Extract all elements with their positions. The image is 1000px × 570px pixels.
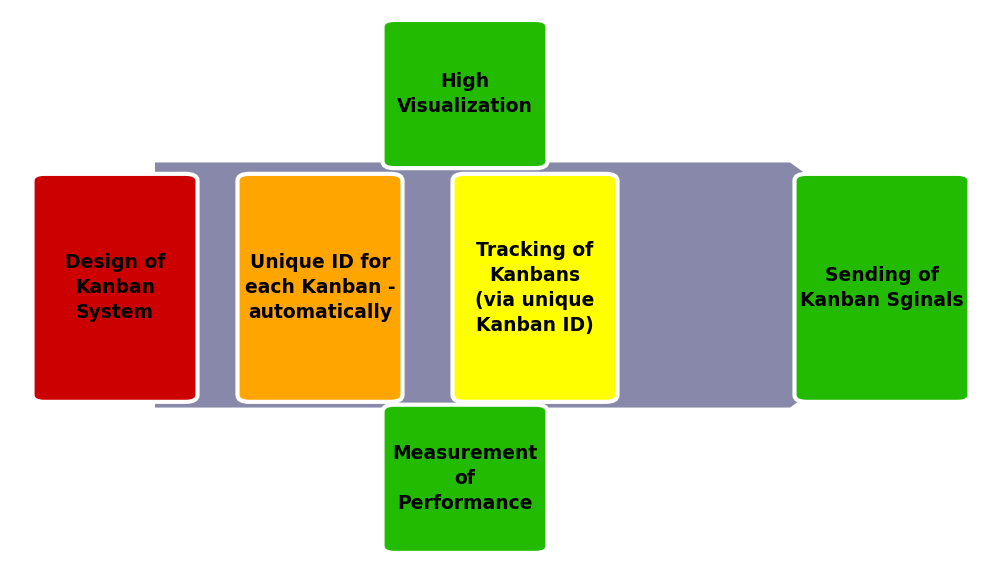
Text: High
Visualization: High Visualization [397, 72, 533, 116]
FancyBboxPatch shape [794, 174, 970, 402]
Text: Design of
Kanban
System: Design of Kanban System [65, 253, 165, 323]
FancyBboxPatch shape [382, 405, 548, 553]
Text: Unique ID for
each Kanban -
automatically: Unique ID for each Kanban - automaticall… [245, 253, 395, 323]
FancyBboxPatch shape [238, 174, 402, 402]
FancyBboxPatch shape [32, 174, 198, 402]
Text: Tracking of
Kanbans
(via unique
Kanban ID): Tracking of Kanbans (via unique Kanban I… [475, 241, 595, 335]
Text: Sending of
Kanban Sginals: Sending of Kanban Sginals [800, 266, 964, 310]
Polygon shape [155, 162, 960, 408]
FancyBboxPatch shape [382, 20, 548, 168]
Text: Measurement
of
Performance: Measurement of Performance [392, 444, 538, 514]
FancyBboxPatch shape [452, 174, 618, 402]
